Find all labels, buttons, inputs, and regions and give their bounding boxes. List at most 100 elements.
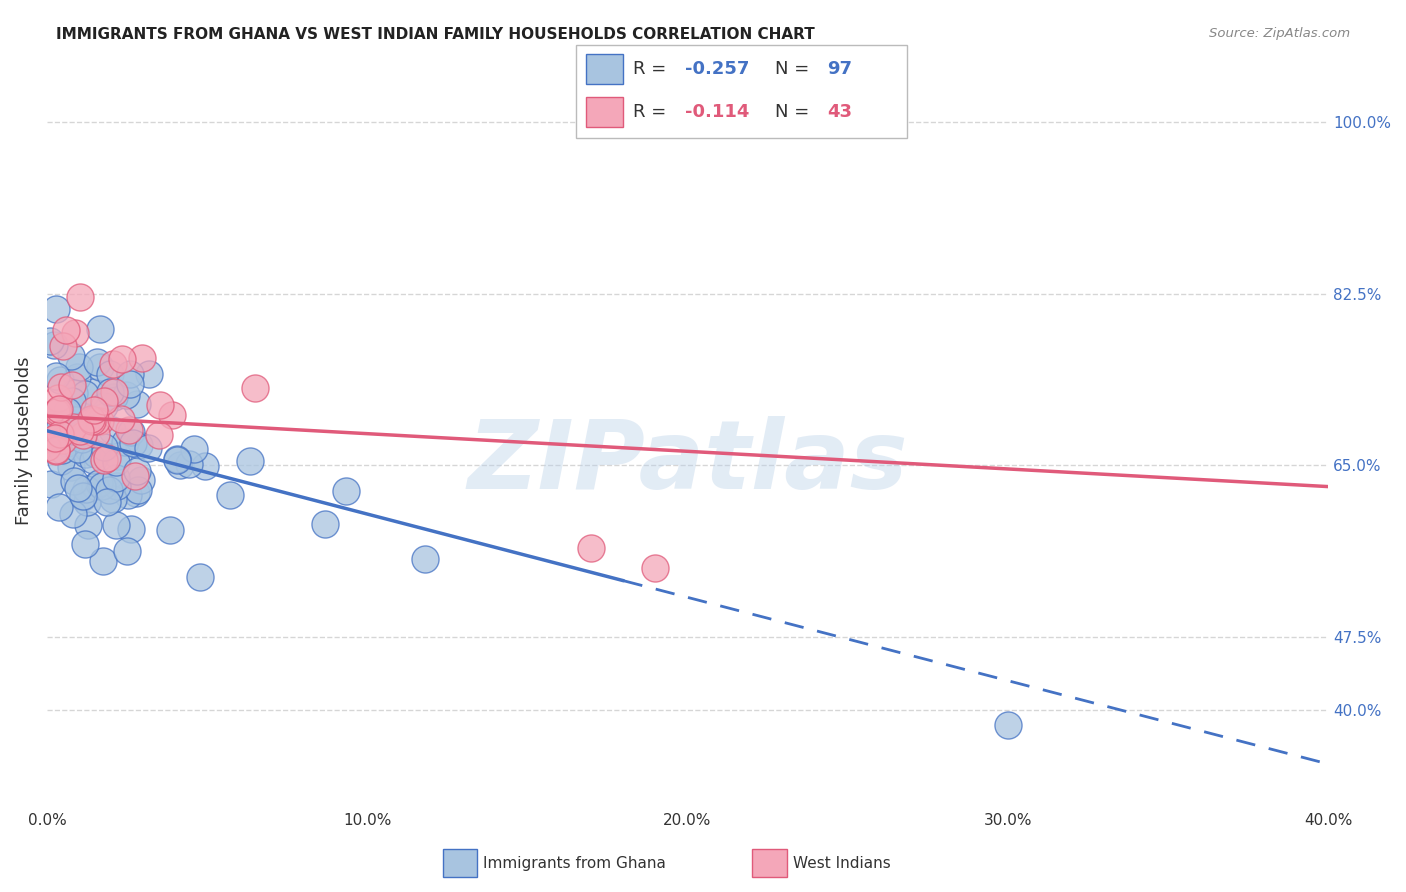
Point bbox=[148, 427, 170, 442]
Text: -0.114: -0.114 bbox=[686, 103, 749, 121]
Point bbox=[96, 450, 118, 465]
Point bbox=[48, 401, 70, 416]
Point bbox=[62, 420, 84, 434]
Bar bbox=[586, 54, 623, 84]
Point bbox=[107, 450, 129, 464]
Point bbox=[91, 479, 114, 493]
Point bbox=[84, 447, 107, 461]
Point bbox=[335, 484, 357, 499]
Point bbox=[581, 541, 603, 556]
Point bbox=[89, 322, 111, 336]
Point bbox=[83, 402, 105, 417]
Text: 97: 97 bbox=[828, 60, 852, 78]
Point bbox=[415, 551, 437, 566]
Point bbox=[118, 423, 141, 437]
Point bbox=[98, 483, 121, 497]
Point bbox=[115, 388, 138, 402]
Point bbox=[148, 398, 170, 412]
Y-axis label: Family Households: Family Households bbox=[15, 356, 32, 524]
Point bbox=[59, 459, 82, 474]
Point bbox=[122, 435, 145, 450]
Point bbox=[194, 459, 217, 474]
Point bbox=[183, 442, 205, 456]
Point bbox=[239, 454, 262, 468]
Point bbox=[63, 475, 86, 489]
Point bbox=[53, 418, 76, 433]
Point bbox=[69, 289, 91, 303]
Point bbox=[62, 424, 84, 438]
Point bbox=[96, 495, 118, 509]
Point bbox=[80, 412, 103, 426]
Point bbox=[188, 570, 211, 584]
Point bbox=[100, 367, 122, 381]
Point bbox=[159, 523, 181, 537]
Point bbox=[69, 424, 91, 438]
Point bbox=[98, 384, 121, 399]
Point bbox=[169, 458, 191, 472]
Point bbox=[45, 302, 67, 317]
Point bbox=[75, 417, 97, 432]
Point bbox=[39, 334, 62, 349]
Point bbox=[89, 360, 111, 375]
Point bbox=[49, 426, 72, 441]
Point bbox=[49, 373, 72, 387]
Point bbox=[76, 517, 98, 532]
Point bbox=[111, 352, 134, 367]
Point bbox=[118, 367, 141, 381]
Bar bbox=[752, 849, 786, 877]
Bar bbox=[586, 97, 623, 127]
Point bbox=[60, 350, 83, 364]
Point bbox=[105, 455, 128, 469]
Point bbox=[75, 447, 97, 461]
Point bbox=[314, 516, 336, 531]
Point bbox=[76, 442, 98, 456]
Point bbox=[48, 422, 70, 436]
Point bbox=[66, 481, 89, 495]
Point bbox=[997, 718, 1019, 732]
Text: N =: N = bbox=[775, 103, 814, 121]
Point bbox=[44, 432, 66, 446]
Point bbox=[73, 387, 96, 401]
Point bbox=[53, 413, 76, 427]
Point bbox=[51, 443, 73, 458]
Point bbox=[75, 482, 97, 496]
Point bbox=[67, 442, 90, 456]
Point bbox=[80, 415, 103, 429]
Point bbox=[117, 488, 139, 502]
Point bbox=[127, 464, 149, 478]
Point bbox=[49, 454, 72, 468]
Point bbox=[72, 428, 94, 442]
Point bbox=[86, 426, 108, 441]
Text: 43: 43 bbox=[828, 103, 852, 121]
Point bbox=[42, 417, 65, 431]
Point bbox=[56, 436, 79, 450]
Point bbox=[82, 452, 104, 467]
Text: IMMIGRANTS FROM GHANA VS WEST INDIAN FAMILY HOUSEHOLDS CORRELATION CHART: IMMIGRANTS FROM GHANA VS WEST INDIAN FAM… bbox=[56, 27, 815, 42]
Point bbox=[84, 414, 107, 428]
Text: R =: R = bbox=[633, 103, 678, 121]
Point bbox=[62, 507, 84, 521]
Text: R =: R = bbox=[633, 60, 672, 78]
Point bbox=[124, 468, 146, 483]
Point bbox=[120, 425, 142, 439]
Point bbox=[125, 486, 148, 500]
Point bbox=[48, 404, 70, 418]
Point bbox=[55, 404, 77, 418]
Point bbox=[63, 428, 86, 442]
Point bbox=[93, 554, 115, 568]
Point bbox=[103, 491, 125, 506]
Point bbox=[52, 433, 75, 447]
Text: West Indians: West Indians bbox=[793, 855, 890, 871]
Point bbox=[65, 370, 87, 384]
Point bbox=[93, 394, 115, 409]
Bar bbox=[443, 849, 477, 877]
Point bbox=[93, 399, 115, 413]
Point bbox=[44, 432, 66, 446]
Point bbox=[60, 378, 83, 392]
Point bbox=[245, 381, 267, 395]
Point bbox=[76, 495, 98, 509]
Point bbox=[136, 441, 159, 455]
Point bbox=[89, 414, 111, 428]
Point bbox=[37, 432, 59, 446]
Point bbox=[82, 385, 104, 400]
